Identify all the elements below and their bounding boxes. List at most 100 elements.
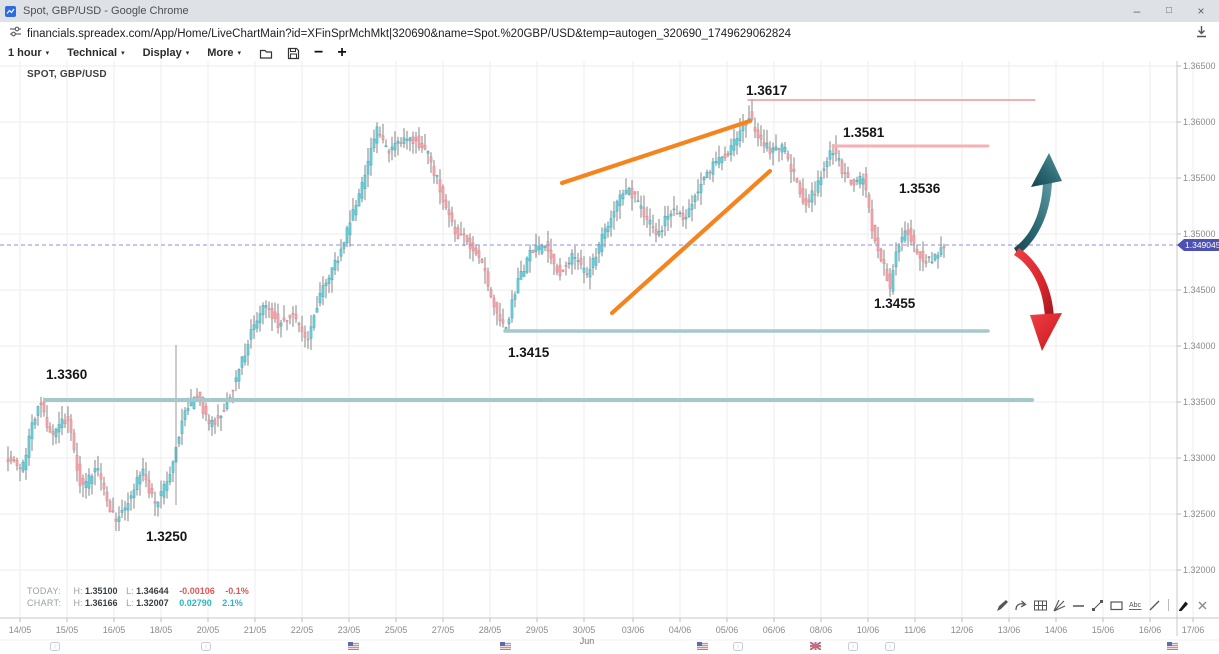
app-icon [5, 5, 16, 17]
more-menu[interactable]: More ▾ [207, 47, 242, 59]
today-change: -0.00106 [179, 586, 215, 596]
display-menu[interactable]: Display ▾ [142, 47, 190, 59]
close-button[interactable]: × [1197, 4, 1205, 18]
up-arrow-annotation[interactable] [1014, 153, 1062, 255]
svg-text:1.36500: 1.36500 [1183, 61, 1216, 71]
zoom-out-button[interactable]: − [314, 44, 324, 61]
save-icon[interactable] [287, 47, 300, 60]
svg-text:23/05: 23/05 [338, 625, 361, 635]
flag-us-icon[interactable] [347, 641, 360, 651]
svg-text:03/06: 03/06 [622, 625, 645, 635]
svg-text:17/06: 17/06 [1182, 625, 1205, 635]
chevron-down-icon: ▾ [45, 50, 50, 57]
svg-text:1.349045: 1.349045 [1185, 240, 1219, 250]
calendar-icon[interactable] [201, 642, 211, 651]
svg-text:06/06: 06/06 [763, 625, 786, 635]
svg-text:10/06: 10/06 [857, 625, 880, 635]
flag-us-icon[interactable] [696, 641, 709, 651]
rectangle-tool-icon[interactable] [1108, 597, 1124, 613]
down-arrow-annotation[interactable] [1014, 248, 1062, 351]
stats-row-chart: CHART: H: 1.36166 L: 1.32007 0.02790 2.1… [27, 598, 243, 608]
svg-text:12/06: 12/06 [951, 625, 974, 635]
svg-text:1.34500: 1.34500 [1183, 285, 1216, 295]
svg-text:13/06: 13/06 [998, 625, 1021, 635]
zoom-in-button[interactable]: + [337, 44, 347, 61]
price-annotations: 1.3617 1.3581 1.3415 1.3360 1.3536 1.3455 1.32… [44, 81, 942, 546]
trendline-annotations[interactable] [559, 118, 773, 316]
svg-text:20/05: 20/05 [197, 625, 220, 635]
download-icon[interactable] [1194, 24, 1209, 44]
svg-text:22/05: 22/05 [291, 625, 314, 635]
today-change-pct: -0.1% [225, 586, 249, 596]
svg-text:1.3455: 1.3455 [874, 296, 916, 311]
svg-text:1.35000: 1.35000 [1183, 229, 1216, 239]
svg-text:14/05: 14/05 [9, 625, 32, 635]
svg-text:30/05: 30/05 [573, 625, 596, 635]
svg-text:08/06: 08/06 [810, 625, 833, 635]
text-tool-icon[interactable]: Abc [1127, 597, 1143, 613]
line-tool-icon[interactable] [1146, 597, 1162, 613]
horizontal-line-tool-icon[interactable] [1070, 597, 1086, 613]
maximize-button[interactable]: □ [1165, 5, 1173, 16]
svg-text:18/05: 18/05 [150, 625, 173, 635]
flag-us-icon[interactable] [1166, 641, 1179, 651]
chart-grid [0, 61, 1194, 618]
toolbar-divider [1168, 599, 1169, 611]
marker-tool-icon[interactable] [994, 597, 1010, 613]
chart-toolbar: 1 hour ▾ Technical ▾ Display ▾ More ▾ − + [0, 44, 1219, 62]
svg-text:05/06: 05/06 [716, 625, 739, 635]
flag-us-icon[interactable] [499, 641, 512, 651]
interval-menu[interactable]: 1 hour ▾ [8, 47, 50, 59]
svg-text:1.36000: 1.36000 [1183, 117, 1216, 127]
candles [6, 98, 946, 532]
technical-menu[interactable]: Technical ▾ [67, 47, 125, 59]
open-folder-icon[interactable] [259, 47, 273, 60]
svg-text:1.3617: 1.3617 [746, 83, 787, 98]
svg-text:1.33000: 1.33000 [1183, 453, 1216, 463]
svg-text:1.32000: 1.32000 [1183, 565, 1216, 575]
svg-text:1.3581: 1.3581 [843, 125, 885, 140]
svg-text:11/06: 11/06 [904, 625, 926, 635]
grid-tool-icon[interactable] [1032, 597, 1048, 613]
date-axis[interactable]: 14/05 15/05 16/05 18/05 20/05 21/05 22/05 23/05… [9, 618, 1205, 646]
chart-change-pct: 2.1% [222, 598, 243, 608]
svg-text:1.3250: 1.3250 [146, 529, 187, 544]
price-axis[interactable]: 1.36500 1.36000 1.35500 1.35000 1.34500 1.340… [0, 61, 1219, 641]
svg-text:04/06: 04/06 [669, 625, 692, 635]
candlestick-chart-canvas[interactable]: 1.36500 1.36000 1.35500 1.35000 1.34500 1.340… [0, 61, 1219, 654]
calendar-icon[interactable] [848, 642, 858, 651]
flag-uk-icon[interactable] [809, 641, 822, 651]
svg-text:Abc: Abc [1129, 602, 1142, 609]
svg-text:1.3536: 1.3536 [899, 181, 941, 196]
curved-arrow-tool-icon[interactable] [1013, 597, 1029, 613]
chart-area: 1.36500 1.36000 1.35500 1.35000 1.34500 1.340… [0, 61, 1219, 654]
level-lines[interactable] [43, 99, 1036, 402]
svg-text:1.35500: 1.35500 [1183, 173, 1216, 183]
url-bar[interactable]: financials.spreadex.com/App/Home/LiveCha… [0, 22, 1219, 46]
svg-text:28/05: 28/05 [479, 625, 502, 635]
ohlc-stats: TODAY: H: 1.35100 L: 1.34644 -0.00106 -0… [27, 585, 249, 609]
trendline-tool-icon[interactable] [1089, 597, 1105, 613]
calendar-icon[interactable] [885, 642, 895, 651]
calendar-icon[interactable] [733, 642, 743, 651]
calendar-icon[interactable] [50, 642, 60, 651]
svg-text:1.32500: 1.32500 [1183, 509, 1216, 519]
svg-text:1.33500: 1.33500 [1183, 397, 1216, 407]
svg-text:Jun: Jun [580, 636, 595, 646]
url-text[interactable]: financials.spreadex.com/App/Home/LiveCha… [27, 27, 792, 40]
svg-text:16/05: 16/05 [103, 625, 126, 635]
pencil-tool-icon[interactable] [1175, 597, 1191, 613]
site-settings-icon[interactable] [8, 24, 23, 44]
window-titlebar: Spot, GBP/USD - Google Chrome – □ × [0, 0, 1219, 23]
event-icons-row [0, 641, 1219, 654]
svg-text:16/06: 16/06 [1139, 625, 1162, 635]
window-title: Spot, GBP/USD - Google Chrome [23, 5, 189, 17]
close-toolbar-icon[interactable] [1194, 597, 1210, 613]
svg-text:15/05: 15/05 [56, 625, 79, 635]
symbol-label: SPOT, GBP/USD [27, 69, 107, 80]
minimize-button[interactable]: – [1133, 4, 1141, 18]
svg-text:25/05: 25/05 [385, 625, 408, 635]
svg-text:21/05: 21/05 [244, 625, 267, 635]
fan-lines-tool-icon[interactable] [1051, 597, 1067, 613]
